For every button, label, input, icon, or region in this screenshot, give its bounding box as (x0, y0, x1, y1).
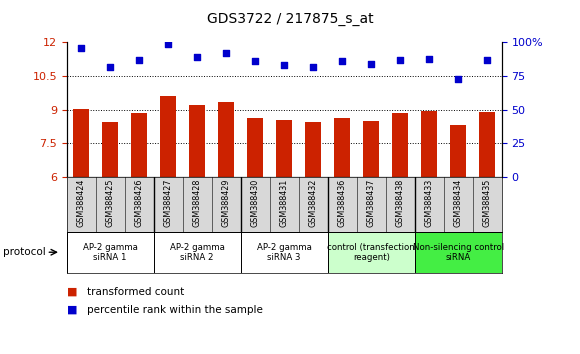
Text: GSM388435: GSM388435 (483, 179, 492, 227)
Text: percentile rank within the sample: percentile rank within the sample (87, 305, 263, 315)
Point (106, 64, 115, 69)
Text: ■: ■ (67, 305, 77, 315)
Bar (450, 125, 466, 177)
Bar (328, 232, 415, 273)
Text: AP-2 gamma
siRNA 3: AP-2 gamma siRNA 3 (257, 242, 311, 262)
Bar (241, 232, 328, 273)
Point (367, 61, 376, 67)
Bar (392, 113, 408, 177)
Bar (73, 109, 89, 177)
Point (454, 76, 463, 82)
Text: AP-2 gamma
siRNA 1: AP-2 gamma siRNA 1 (83, 242, 137, 262)
Text: GSM388434: GSM388434 (454, 179, 463, 227)
Point (425, 56, 434, 62)
Text: control (transfection
reagent): control (transfection reagent) (327, 242, 415, 262)
Bar (189, 105, 205, 177)
Text: GSM388431: GSM388431 (280, 179, 289, 227)
Bar (247, 118, 263, 177)
Text: ■: ■ (67, 287, 77, 297)
Text: Non-silencing control
siRNA: Non-silencing control siRNA (412, 242, 504, 262)
Text: GDS3722 / 217875_s_at: GDS3722 / 217875_s_at (206, 12, 374, 27)
Text: GSM388428: GSM388428 (193, 179, 202, 227)
Point (251, 58, 260, 64)
Point (135, 57, 144, 63)
Bar (305, 122, 321, 177)
Point (309, 64, 318, 69)
Bar (421, 111, 437, 177)
Text: GSM388424: GSM388424 (77, 179, 86, 227)
Point (483, 57, 492, 63)
Text: GSM388429: GSM388429 (222, 179, 231, 227)
Point (77, 45, 86, 51)
Point (222, 50, 231, 56)
Text: transformed count: transformed count (87, 287, 184, 297)
Bar (131, 113, 147, 177)
Point (164, 41, 173, 47)
Point (280, 63, 289, 68)
Text: GSM388436: GSM388436 (338, 179, 347, 227)
Text: GSM388426: GSM388426 (135, 179, 144, 227)
Text: GSM388438: GSM388438 (396, 179, 405, 227)
Point (193, 55, 202, 60)
Bar (154, 232, 241, 273)
Text: AP-2 gamma
siRNA 2: AP-2 gamma siRNA 2 (170, 242, 224, 262)
Text: GSM388427: GSM388427 (164, 179, 173, 227)
Bar (160, 96, 176, 177)
Text: protocol: protocol (3, 247, 46, 257)
Bar (479, 112, 495, 177)
Bar (415, 232, 502, 273)
Bar (363, 121, 379, 177)
Text: GSM388432: GSM388432 (309, 179, 318, 227)
Text: GSM388430: GSM388430 (251, 179, 260, 227)
Point (338, 58, 347, 64)
Bar (102, 122, 118, 177)
Point (396, 57, 405, 63)
Text: GSM388433: GSM388433 (425, 179, 434, 227)
Text: GSM388437: GSM388437 (367, 179, 376, 227)
Bar (334, 118, 350, 177)
Bar (67, 232, 154, 273)
Text: GSM388425: GSM388425 (106, 179, 115, 227)
Bar (276, 120, 292, 177)
Bar (218, 102, 234, 177)
